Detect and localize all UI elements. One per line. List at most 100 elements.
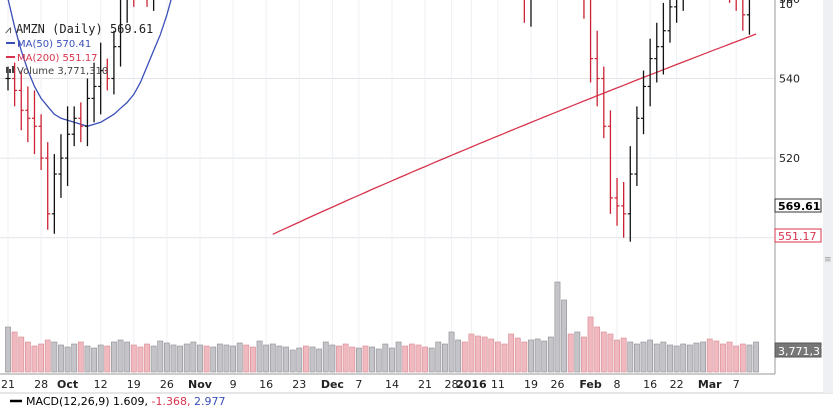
x-tick-label: 26 [160, 378, 174, 391]
volume-bar [190, 341, 197, 373]
x-tick-label: Dec [321, 378, 344, 391]
volume-tag: 3,771,31 [774, 342, 827, 358]
volume-bar [322, 341, 329, 373]
ohlc-bar [674, 0, 678, 23]
legend-volume-icon [6, 66, 14, 73]
volume-bar [428, 347, 435, 373]
volume-bar [435, 341, 442, 373]
x-tick-label: Oct [57, 378, 78, 391]
volume-bar [600, 331, 607, 373]
volume-bar [111, 341, 117, 373]
volume-bar [44, 339, 51, 373]
volume-bar [494, 341, 501, 373]
volume-bar [197, 344, 203, 373]
volume-bar [276, 345, 283, 373]
x-tick-label: 16 [259, 378, 273, 391]
price-bars [5, 0, 751, 242]
ohlc-bar [523, 0, 526, 23]
x-tick-label: 12 [94, 378, 108, 391]
x-tick-label: 16 [643, 378, 657, 391]
volume-bar [250, 346, 256, 373]
volume-bar [283, 346, 289, 373]
volume-bar [289, 349, 296, 373]
volume-bar [236, 342, 243, 373]
ohlc-bar [654, 22, 660, 83]
ohlc-bar [589, 0, 594, 83]
volume-bar [680, 343, 687, 373]
volume-bar [594, 326, 601, 373]
x-tick-label: 21 [1, 378, 15, 391]
ohlc-bar [682, 0, 684, 11]
volume-bar [342, 343, 349, 373]
volume-bar [349, 346, 356, 373]
volume-bar [402, 345, 409, 373]
plot-background [0, 0, 775, 374]
volume-bar [633, 343, 640, 373]
x-axis-band [0, 374, 823, 393]
scrollbar[interactable] [823, 0, 833, 393]
x-tick-label: 14 [385, 378, 399, 391]
volume-bar [660, 341, 667, 373]
volume-bar [488, 338, 495, 373]
ohlc-bar [530, 0, 532, 27]
volume-bar [38, 343, 44, 373]
volume-bar [329, 344, 336, 373]
ohlc-bar [614, 178, 620, 226]
volume-bar [309, 346, 316, 373]
volume-bar [5, 326, 11, 373]
ohlc-bar [71, 106, 77, 147]
volume-bar [720, 343, 726, 373]
scrollbar-grip-icon: ≡ [824, 255, 832, 265]
volume-bar [653, 343, 660, 373]
ohlc-bar [118, 0, 122, 67]
volume-bar [369, 346, 375, 373]
volume-bar [144, 343, 150, 373]
volume-bar [336, 345, 342, 373]
legend-symbol-icon: ⩘ [5, 23, 11, 36]
volume-bar [442, 343, 448, 373]
last-price-tag: 569.61 [774, 198, 822, 213]
volume-bar [51, 341, 58, 373]
volume-bar [263, 344, 270, 373]
volume-bar [150, 345, 157, 373]
ohlc-bar [51, 154, 57, 234]
volume-bar [31, 345, 38, 373]
volume-bar [11, 331, 18, 373]
volume-bar [355, 347, 362, 373]
ohlc-bar [641, 70, 647, 135]
volume-bar [455, 339, 462, 373]
volume-bar [18, 336, 25, 373]
volume-bar [389, 347, 395, 373]
x-tick-label: 19 [524, 378, 538, 391]
ohlc-bar [12, 62, 18, 107]
svg-text:569.61: 569.61 [778, 200, 820, 213]
volume-bar [700, 341, 706, 373]
x-tick-label: 26 [550, 378, 564, 391]
volume-bar [640, 341, 647, 373]
x-tick-label: Mar [698, 378, 722, 391]
volume-bar [24, 341, 31, 373]
y-tick-label: 520 [779, 152, 800, 165]
volume-bar [693, 342, 700, 373]
volume-bar [607, 333, 614, 373]
volume-bar [316, 348, 323, 373]
volume-bar [77, 341, 84, 373]
ohlc-bar [647, 38, 653, 107]
volume-bar [481, 336, 488, 373]
volume-bar [581, 336, 587, 373]
volume-bar [574, 331, 581, 373]
volume-bar [296, 347, 303, 373]
volume-bars [5, 281, 759, 373]
volume-bar [739, 343, 746, 373]
volume-bar [157, 340, 164, 373]
legend-ma50: MA(50) 570.41 [17, 39, 91, 50]
ohlc-bar [607, 110, 613, 214]
volume-bar [362, 345, 369, 373]
volume-bar [302, 345, 309, 373]
y-tick-label: 10 [779, 0, 793, 11]
volume-bar [726, 341, 733, 373]
volume-bar [514, 337, 521, 373]
volume-bar [84, 345, 91, 373]
ohlc-bar [742, 0, 746, 31]
volume-bar [541, 340, 548, 373]
